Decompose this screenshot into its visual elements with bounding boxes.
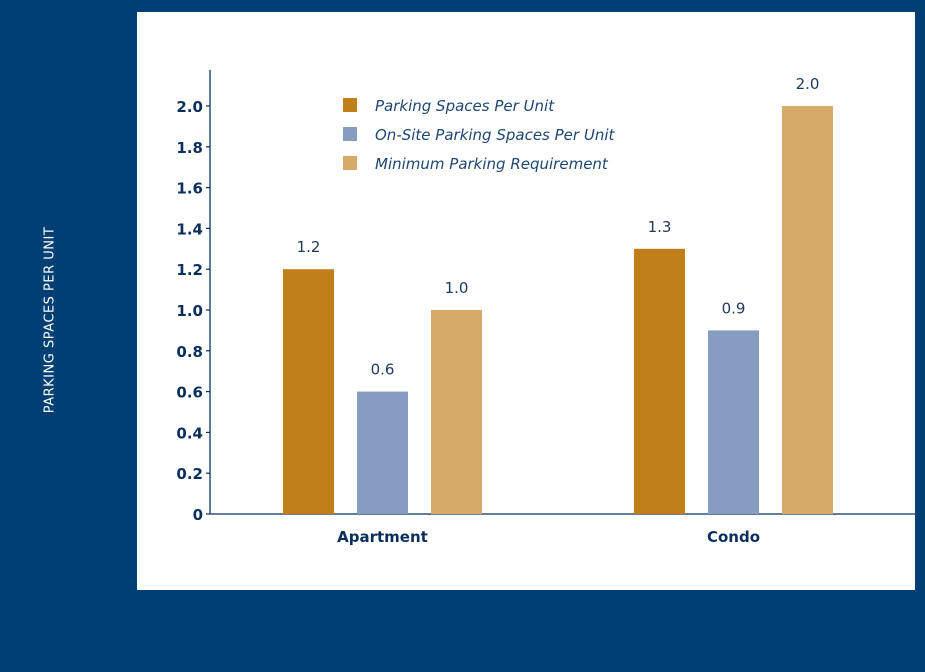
bar	[431, 310, 482, 514]
data-label: 0.6	[371, 361, 395, 379]
data-label: 0.9	[722, 299, 746, 317]
data-labels-group: 1.2 0.6 1.0 1.3 0.9 2.0	[297, 75, 820, 379]
legend-swatch	[343, 156, 357, 170]
y-tick-label: 0.8	[176, 343, 203, 361]
y-tick-label: 0.4	[176, 424, 203, 442]
y-tick-label: 1.0	[176, 302, 203, 320]
y-tick-label: 1.2	[176, 261, 203, 279]
bar	[634, 248, 685, 515]
data-label: 2.0	[796, 75, 820, 93]
y-tick-label: 1.8	[176, 139, 203, 157]
y-tick-label: 1.4	[176, 220, 203, 238]
y-axis-ticks: 0 0.2 0.4 0.6 0.8 1.0 1.2 1.4 1.6 1.8 2.0	[176, 98, 210, 524]
y-tick-label: 1.6	[176, 180, 203, 198]
data-label: 1.3	[648, 218, 672, 236]
y-axis-label: PARKING SPACES PER UNIT	[42, 226, 58, 414]
bar-series-group	[283, 106, 833, 515]
bar	[782, 106, 833, 514]
legend-swatch	[343, 98, 357, 112]
bar	[708, 330, 759, 514]
bar	[357, 391, 408, 514]
y-tick-label: 2.0	[176, 98, 203, 116]
data-label: 1.2	[297, 238, 321, 256]
legend-swatch	[343, 127, 357, 141]
y-tick-label: 0.6	[176, 384, 203, 402]
bar-chart: 00.20.40.60.81.01.21.41.61.82.0 1.20.61.…	[176, 70, 915, 546]
legend-label: Parking Spaces Per Unit	[375, 97, 555, 115]
y-tick-label: 0	[193, 506, 203, 524]
y-tick-label: 0.2	[176, 465, 203, 483]
legend-label: On-Site Parking Spaces Per Unit	[375, 126, 616, 144]
x-axis-categories: Apartment Condo	[337, 528, 760, 546]
data-label: 1.0	[445, 279, 469, 297]
category-label: Condo	[707, 528, 760, 546]
category-label: Apartment	[337, 528, 428, 546]
legend-label: Minimum Parking Requirement	[375, 155, 609, 173]
bar	[283, 269, 334, 514]
legend: Parking Spaces Per Unit On-Site Parking S…	[343, 97, 616, 173]
chart-panel: 0 0.2 0.4 0.6 0.8 1.0 1.2 1.4 1.6 1.8 2.0 1.2 0.6 1.…	[137, 12, 915, 590]
